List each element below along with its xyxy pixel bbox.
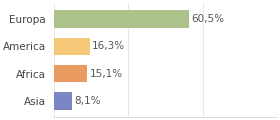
Bar	[53, 65, 87, 82]
Bar	[53, 10, 189, 28]
Text: 16,3%: 16,3%	[92, 41, 125, 51]
Text: 8,1%: 8,1%	[74, 96, 101, 106]
Bar	[53, 38, 90, 55]
Bar	[53, 92, 72, 110]
Text: 15,1%: 15,1%	[90, 69, 123, 79]
Text: 60,5%: 60,5%	[191, 14, 224, 24]
